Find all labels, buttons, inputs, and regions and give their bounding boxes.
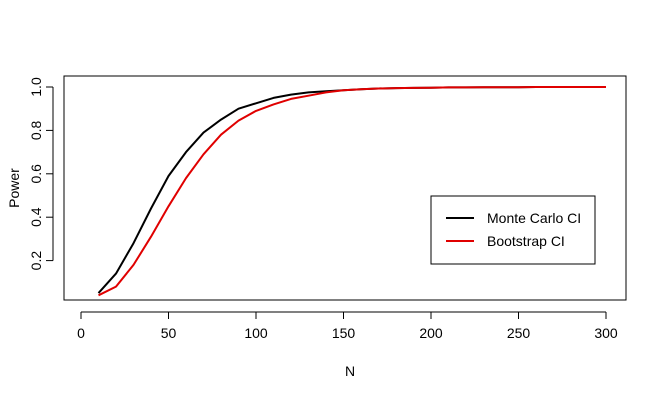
plot-frame — [63, 75, 627, 301]
legend: Monte Carlo CI Bootstrap CI — [430, 195, 596, 265]
y-axis: 0.2 0.4 0.6 0.8 1.0 — [28, 77, 54, 271]
series-line-bootstrap-ci — [98, 86, 606, 297]
y-tick-label: 0.8 — [28, 120, 44, 140]
x-tick-label: 250 — [507, 325, 531, 341]
y-axis-title: Power — [6, 168, 22, 208]
legend-label-bootstrap-ci: Bootstrap CI — [487, 233, 565, 249]
x-axis: 0 50 100 150 200 250 300 — [77, 311, 618, 341]
x-tick-label: 100 — [244, 325, 268, 341]
x-tick-label: 50 — [161, 325, 177, 341]
x-tick-label: 150 — [332, 325, 356, 341]
legend-box — [430, 195, 596, 265]
y-tick-label: 0.4 — [28, 207, 44, 227]
series-group — [97, 86, 606, 297]
x-tick-label: 300 — [594, 325, 618, 341]
x-tick-label: 200 — [419, 325, 443, 341]
x-tick-label: 0 — [77, 325, 85, 341]
y-tick-label: 1.0 — [28, 77, 44, 97]
y-tick-label: 0.2 — [28, 251, 44, 271]
y-tick-label: 0.6 — [28, 164, 44, 184]
legend-label-monte-carlo-ci: Monte Carlo CI — [487, 210, 581, 226]
x-axis-title: N — [345, 363, 355, 379]
plot-frame-group — [63, 75, 627, 301]
